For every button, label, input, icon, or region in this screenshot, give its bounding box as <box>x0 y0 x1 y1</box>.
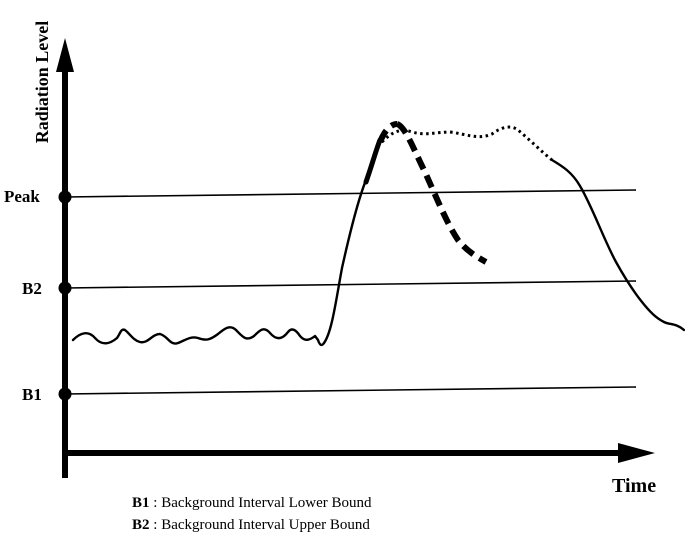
b1-label: B1 <box>22 385 42 404</box>
x-axis: Time <box>62 443 656 497</box>
y-axis-arrow-icon <box>56 38 74 72</box>
b2-line <box>64 280 637 289</box>
legend-item-b2: B2 : Background Interval Upper Bound <box>132 517 370 533</box>
rise-thick-segment <box>363 137 383 185</box>
peak-line <box>64 189 637 198</box>
y-axis-label: Radiation Level <box>32 21 52 144</box>
plateau-dotted-curve <box>380 125 553 162</box>
x-axis-label: Time <box>612 475 656 497</box>
long-decay-curve <box>550 158 685 332</box>
b2-tick-dot <box>58 281 72 295</box>
rise-curve <box>322 178 368 345</box>
peak-label: Peak <box>4 187 40 206</box>
background-signal-curve <box>71 326 326 347</box>
legend-text-b1: Background Interval Lower Bound <box>161 495 372 511</box>
b2-label: B2 <box>22 279 42 298</box>
peak-tick-dot <box>58 190 72 204</box>
threshold-b2: B2 <box>22 279 637 298</box>
legend-key-b1: B1 <box>132 495 150 511</box>
legend-separator-b1: : <box>150 495 162 511</box>
rise-dashed-segment <box>377 121 398 144</box>
threshold-b1: B1 <box>22 385 637 404</box>
threshold-peak: Peak <box>4 187 637 206</box>
b1-tick-dot <box>58 387 72 401</box>
legend-key-b2: B2 <box>132 517 150 533</box>
short-decay-curve <box>395 121 488 265</box>
legend: B1 : Background Interval Lower Bound B2 … <box>132 495 372 533</box>
legend-item-b1: B1 : Background Interval Lower Bound <box>132 495 372 511</box>
legend-separator-b2: : <box>150 517 162 533</box>
x-axis-arrow-icon <box>618 443 655 463</box>
y-axis: Radiation Level <box>32 21 74 478</box>
b1-line <box>64 386 637 395</box>
legend-text-b2: Background Interval Upper Bound <box>161 517 370 533</box>
